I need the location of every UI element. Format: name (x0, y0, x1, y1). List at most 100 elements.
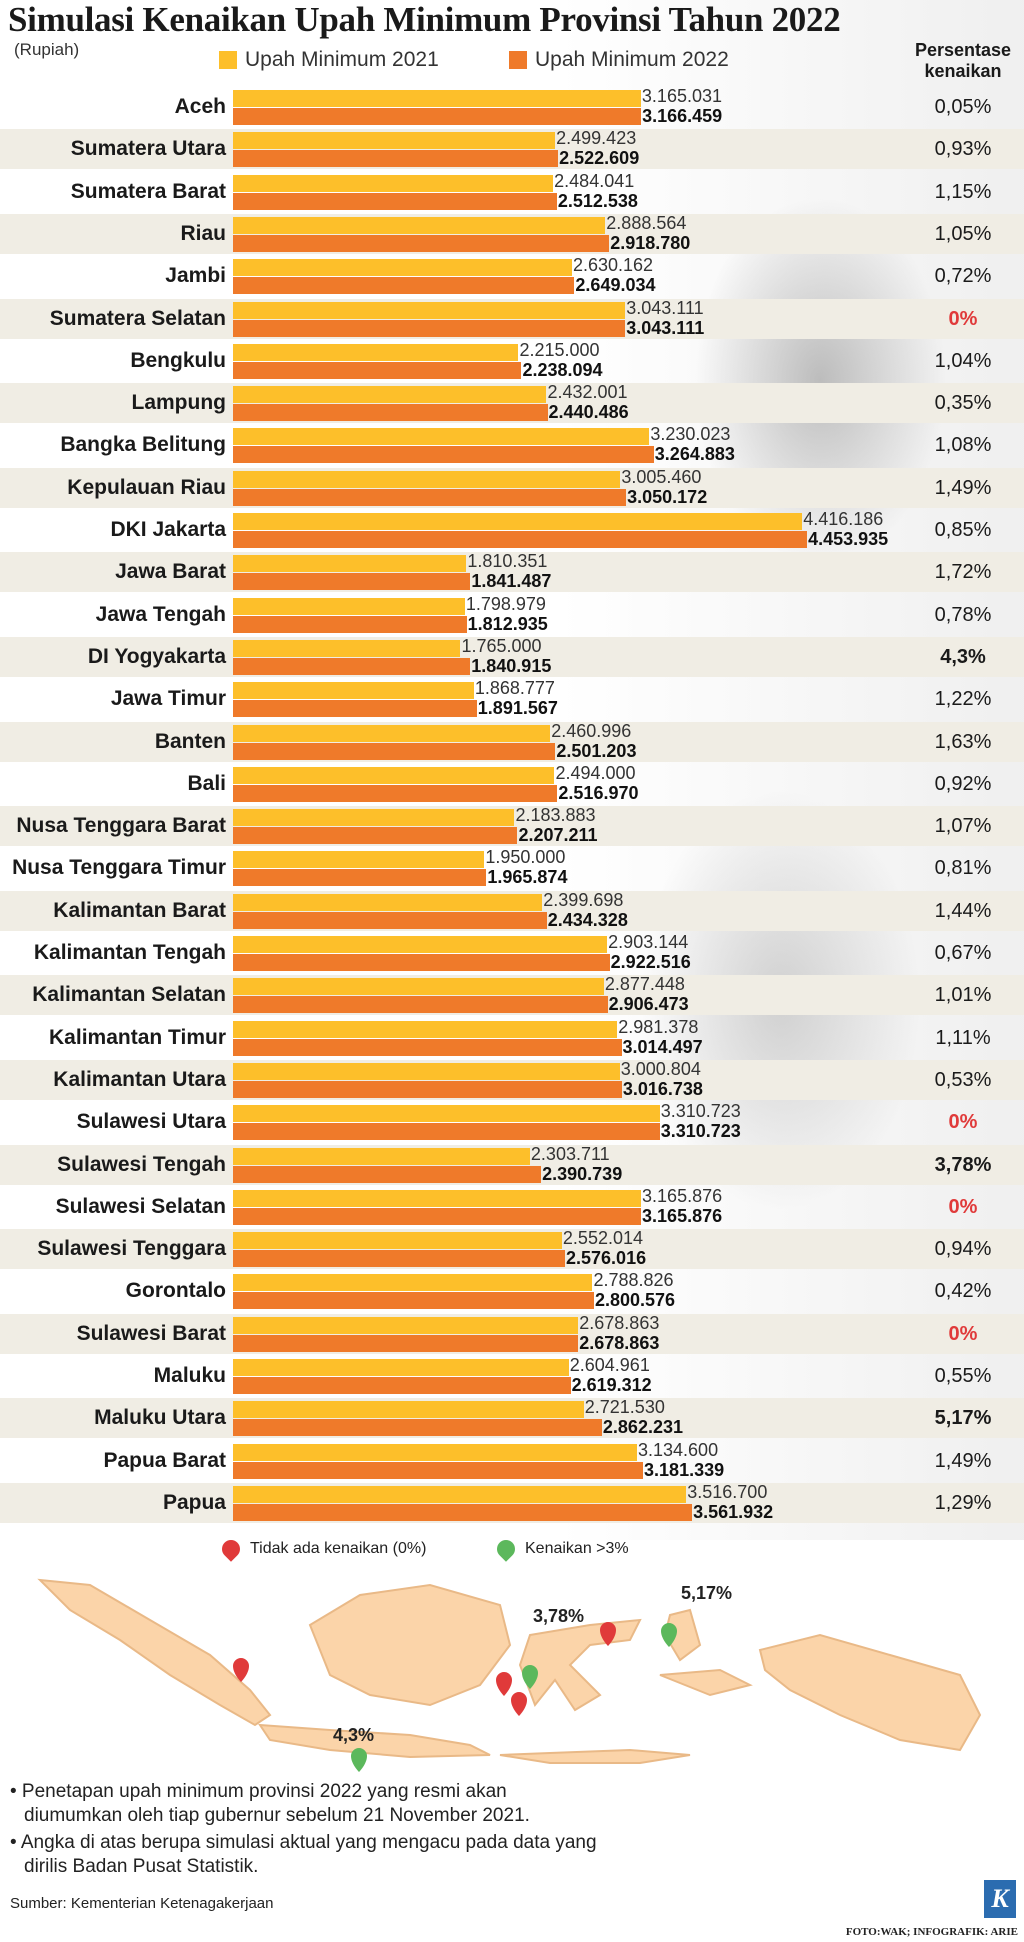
bar-2021 (233, 893, 543, 911)
value-label-2022: 2.918.780 (610, 232, 691, 253)
bar-2022 (233, 573, 471, 591)
value-label-2021: 3.165.031 (641, 86, 722, 106)
percent-label: 0% (948, 1195, 978, 1218)
bar-2021 (233, 343, 519, 361)
province-label: Sulawesi Selatan (55, 1194, 226, 1218)
value-label-2022: 2.434.328 (547, 909, 628, 930)
bar-2022 (233, 531, 808, 548)
bar-2021 (233, 682, 474, 700)
chart-row: Bali 2.494.000 2.516.970 0,92% (0, 763, 1024, 805)
percent-label: 0,85% (934, 519, 992, 541)
province-label: Papua Barat (103, 1448, 226, 1472)
bar-2021 (233, 1359, 569, 1376)
percent-label: 0,93% (934, 138, 992, 161)
bar-2021 (233, 1062, 620, 1080)
pin-sumatera-selatan (233, 1658, 249, 1682)
value-label-2021: 2.721.530 (584, 1397, 665, 1418)
percent-label: 0,35% (934, 392, 992, 415)
bar-2021 (233, 1147, 530, 1165)
notes: • Penetapan upah minimum provinsi 2022 y… (10, 1780, 610, 1882)
percent-label: 3,78% (934, 1153, 992, 1176)
bar-2021 (233, 301, 626, 319)
map-legend-none-label: Tidak ada kenaikan (0%) (250, 1540, 427, 1557)
legend-label-2021: Upah Minimum 2021 (245, 48, 439, 71)
bar-2021 (233, 1105, 660, 1123)
percent-label: 1,72% (934, 561, 992, 584)
value-label-2021: 1.868.777 (474, 678, 555, 699)
value-label-2021: 2.399.698 (543, 889, 624, 910)
value-label-2022: 2.207.211 (518, 825, 598, 846)
bar-2022 (233, 1503, 693, 1521)
island-jawa (258, 1723, 491, 1759)
bar-2022 (233, 996, 608, 1014)
province-label: Maluku (153, 1364, 226, 1387)
value-label-2021: 2.903.144 (608, 932, 689, 952)
bar-2022 (233, 1292, 594, 1310)
value-label-2022: 1.812.935 (467, 613, 548, 634)
value-label-2022: 2.516.970 (558, 782, 639, 803)
chart-row: Kalimantan Barat 2.399.698 2.434.328 1,44% (0, 890, 1024, 932)
value-label-2021: 2.552.014 (562, 1228, 643, 1249)
percent-label: 1,63% (934, 730, 992, 753)
province-label: Kalimantan Selatan (32, 983, 226, 1007)
percent-label: 0,53% (934, 1068, 992, 1091)
value-label-2021: 3.005.460 (621, 466, 702, 487)
province-label: Sulawesi Tenggara (37, 1237, 226, 1261)
value-label-2021: 2.460.996 (551, 720, 632, 741)
legend-swatch-2021 (219, 51, 237, 69)
bar-2022 (233, 108, 642, 125)
value-label-2022: 2.678.863 (579, 1332, 660, 1353)
bar-2021 (233, 470, 621, 488)
province-label: Jambi (165, 264, 226, 288)
province-label: Bangka Belitung (60, 433, 226, 457)
bar-2022 (233, 1038, 622, 1056)
pin-sulawesi-barat (496, 1672, 512, 1696)
percent-label: 4,3% (940, 645, 986, 668)
value-label-2021: 2.183.883 (515, 805, 596, 826)
bar-2022 (233, 1334, 579, 1352)
value-label-2021: 2.215.000 (519, 339, 600, 360)
value-label-2022: 3.166.459 (642, 106, 723, 126)
province-label: Nusa Tenggara Barat (16, 814, 226, 838)
bar-2022 (233, 277, 575, 295)
bar-2021 (233, 597, 465, 615)
value-label-2022: 2.522.609 (559, 148, 640, 169)
bar-2022 (233, 784, 558, 802)
bar-2022 (233, 615, 467, 633)
map-label-maluku-utara: 5,17% (681, 1583, 732, 1603)
province-label: Jawa Barat (115, 560, 226, 584)
bar-2022 (233, 869, 487, 887)
background-photo (560, 0, 1024, 1540)
percent-label: 1,08% (934, 434, 992, 457)
logo: K (984, 1880, 1016, 1918)
bar-2021 (233, 132, 556, 150)
value-label-2021: 2.494.000 (555, 762, 636, 783)
bar-2022 (233, 1377, 571, 1394)
chart-row: Sulawesi Tenggara 2.552.014 2.576.016 0,94% (0, 1228, 1024, 1270)
percent-label: 0% (948, 1322, 978, 1345)
province-label: Banten (154, 729, 226, 753)
chart-row: Sulawesi Tengah 2.303.711 2.390.739 3,78% (0, 1144, 1024, 1186)
province-label: Bengkulu (130, 348, 226, 372)
bar-2021 (233, 259, 572, 277)
chart-row: Sumatera Selatan 3.043.111 3.043.111 0% (0, 298, 1024, 340)
value-label-2022: 3.014.497 (622, 1036, 703, 1057)
percent-label: 0,05% (934, 96, 992, 118)
value-label-2022: 2.501.203 (556, 740, 637, 761)
value-label-2021: 2.303.711 (530, 1143, 610, 1164)
value-label-2021: 2.499.423 (556, 128, 637, 149)
value-label-2021: 2.432.001 (547, 382, 628, 403)
value-label-2021: 3.043.111 (626, 297, 704, 318)
value-label-2021: 1.765.000 (461, 635, 542, 656)
value-label-2022: 2.906.473 (608, 994, 689, 1015)
province-label: Kalimantan Barat (53, 898, 226, 922)
province-label: Sulawesi Tengah (57, 1152, 226, 1176)
value-label-2022: 1.965.874 (487, 867, 568, 888)
province-label: Kalimantan Timur (49, 1025, 226, 1049)
bar-2022 (233, 1080, 622, 1098)
island-papua (758, 1633, 982, 1752)
province-label: Kepulauan Riau (67, 475, 226, 499)
value-label-2021: 2.981.378 (618, 1016, 699, 1037)
bar-2022 (233, 446, 654, 464)
bar-2022 (233, 1207, 642, 1225)
